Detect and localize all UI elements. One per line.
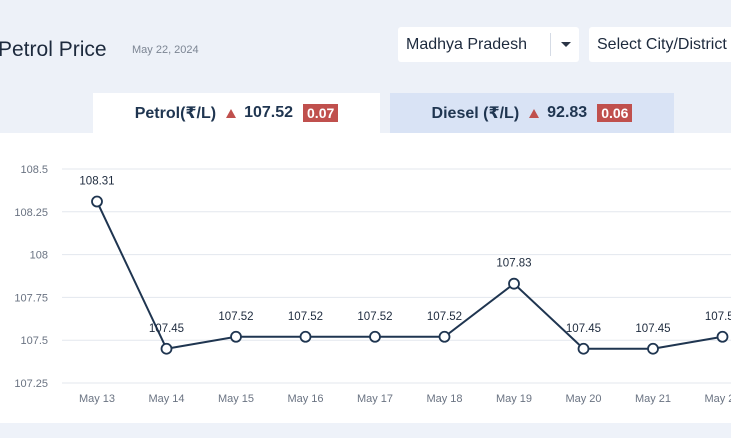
y-tick-label: 107.75 — [14, 292, 48, 304]
data-point[interactable] — [438, 330, 451, 343]
data-label: 107.52 — [357, 311, 392, 323]
data-point[interactable] — [299, 330, 312, 343]
price-up-icon — [529, 108, 540, 118]
y-tick-label: 107.25 — [14, 378, 48, 390]
x-tick-label: May 22 — [704, 393, 731, 405]
data-label: 107.45 — [149, 323, 184, 335]
data-point[interactable] — [230, 330, 242, 343]
data-point[interactable] — [91, 195, 103, 208]
data-point[interactable] — [647, 342, 659, 355]
x-tick-label: May 20 — [565, 393, 601, 405]
y-tick-label: 108 — [30, 250, 48, 262]
x-tick-label: May 17 — [357, 393, 393, 405]
price-line-chart: 107.25 107.5 107.75 108 108.25 108.5 May 13 Ma… — [14, 164, 731, 405]
data-label: 107.52 — [427, 311, 462, 323]
x-tick-label: May 18 — [426, 393, 462, 405]
tab-diesel-price: 92.83 — [547, 104, 588, 121]
data-label: 107.45 — [635, 323, 670, 335]
data-label: 107.83 — [496, 258, 531, 270]
series-line — [96, 201, 723, 350]
data-label: 108.31 — [79, 176, 114, 188]
x-tick-label: May 21 — [635, 393, 671, 405]
city-select-placeholder: Select City/District — [597, 36, 727, 53]
data-point[interactable] — [508, 277, 520, 290]
page-footer-strip — [0, 423, 731, 438]
price-up-icon — [226, 108, 237, 118]
data-label: 107.52 — [705, 311, 731, 323]
x-tick-label: May 14 — [148, 393, 184, 405]
chevron-down-icon[interactable] — [561, 42, 571, 47]
y-tick-label: 108.25 — [14, 207, 48, 219]
state-select-value: Madhya Pradesh — [406, 36, 527, 53]
data-point[interactable] — [716, 330, 729, 343]
state-select[interactable]: Madhya Pradesh — [398, 27, 579, 62]
city-select[interactable]: Select City/District — [589, 27, 731, 62]
data-point[interactable] — [160, 342, 173, 355]
x-tick-label: May 19 — [496, 393, 532, 405]
price-header: Petrol Price May 22, 2024 Madhya Pradesh… — [0, 0, 731, 133]
tab-petrol[interactable]: Petrol(₹/L) 107.52 0.07 — [93, 93, 380, 133]
x-tick-label: May 15 — [218, 393, 254, 405]
tab-petrol-price: 107.52 — [244, 104, 294, 121]
data-label: 107.52 — [288, 311, 323, 323]
tab-diesel[interactable]: Diesel (₹/L) 92.83 0.06 — [390, 93, 674, 133]
diesel-change-badge: 0.06 — [597, 104, 633, 122]
price-chart-panel: 107.25 107.5 107.75 108 108.25 108.5 May 13 Ma… — [0, 133, 731, 423]
data-point[interactable] — [577, 342, 590, 355]
y-tick-label: 108.5 — [20, 164, 48, 176]
petrol-change-badge: 0.07 — [303, 104, 339, 122]
data-label: 107.52 — [218, 311, 253, 323]
y-tick-label: 107.5 — [20, 335, 48, 347]
data-point[interactable] — [369, 330, 381, 343]
page-title: Petrol Price — [0, 38, 107, 61]
select-divider — [550, 33, 551, 56]
price-date: May 22, 2024 — [132, 44, 199, 56]
x-tick-label: May 13 — [79, 393, 115, 405]
tab-diesel-label: Diesel (₹/L) — [431, 105, 520, 122]
data-label: 107.45 — [566, 323, 601, 335]
x-tick-label: May 16 — [287, 393, 323, 405]
tab-petrol-label: Petrol(₹/L) — [134, 105, 217, 122]
